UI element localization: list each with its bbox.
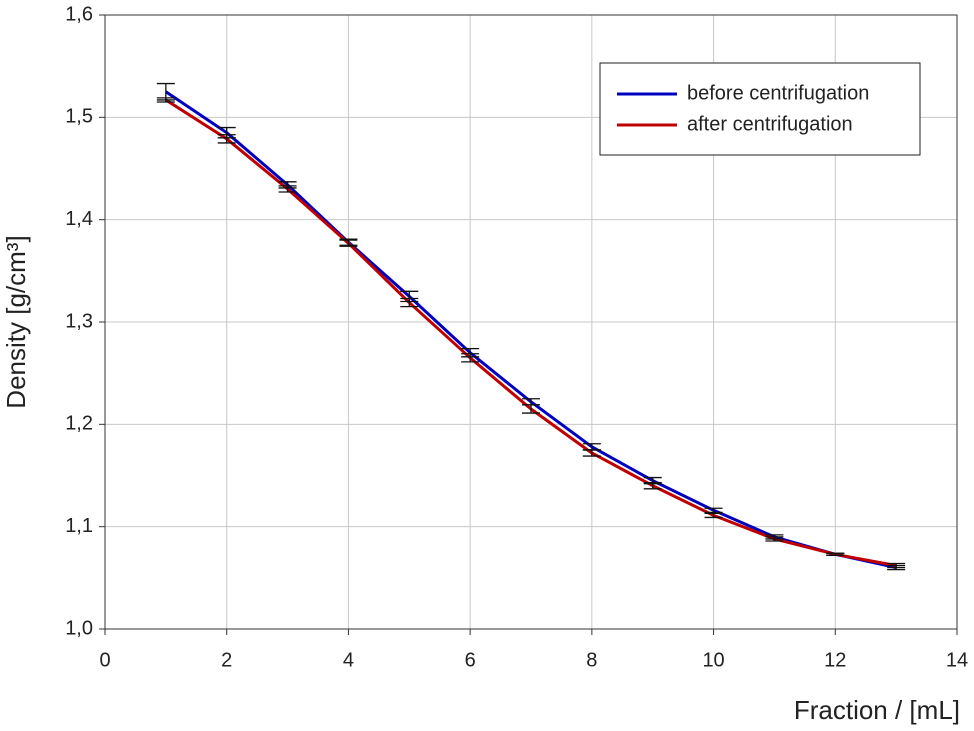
- error-bar: [156, 97, 175, 103]
- y-tick-label: 1,4: [65, 208, 93, 230]
- legend-label: after centrifugation: [687, 113, 853, 135]
- y-tick-label: 1,0: [65, 617, 93, 639]
- legend-box: [599, 62, 921, 156]
- legend-label: before centrifugation: [687, 82, 869, 104]
- x-tick-label: 8: [586, 649, 597, 671]
- error-bar: [643, 482, 662, 490]
- error-bar: [217, 134, 236, 144]
- x-tick-label: 4: [343, 649, 354, 671]
- y-tick-label: 1,2: [65, 413, 93, 435]
- error-bar: [704, 507, 723, 513]
- error-bar: [339, 239, 358, 247]
- y-axis-label: Density [g/cm³]: [1, 235, 31, 408]
- error-bar: [278, 185, 297, 193]
- error-bar: [826, 552, 845, 556]
- error-bar: [522, 404, 540, 414]
- x-tick-label: 0: [99, 649, 110, 671]
- error-bar: [704, 512, 723, 519]
- y-tick-label: 1,5: [65, 106, 93, 128]
- data-line: [165, 90, 897, 570]
- data-line: [165, 98, 897, 568]
- y-tick-label: 1,6: [65, 3, 93, 25]
- x-tick-label: 10: [702, 649, 724, 671]
- x-tick-label: 6: [465, 649, 476, 671]
- plot-frame: [104, 14, 958, 630]
- x-tick-label: 12: [824, 649, 846, 671]
- error-bar: [582, 449, 601, 457]
- x-tick-label: 14: [946, 649, 968, 671]
- error-bar: [400, 297, 419, 308]
- y-tick-label: 1,3: [65, 310, 93, 332]
- y-tick-label: 1,1: [65, 515, 93, 537]
- x-axis-label: Fraction / [mL]: [794, 695, 960, 725]
- error-bar: [765, 536, 784, 542]
- error-bar: [461, 353, 480, 363]
- x-tick-label: 2: [221, 649, 232, 671]
- error-bar: [887, 562, 906, 569]
